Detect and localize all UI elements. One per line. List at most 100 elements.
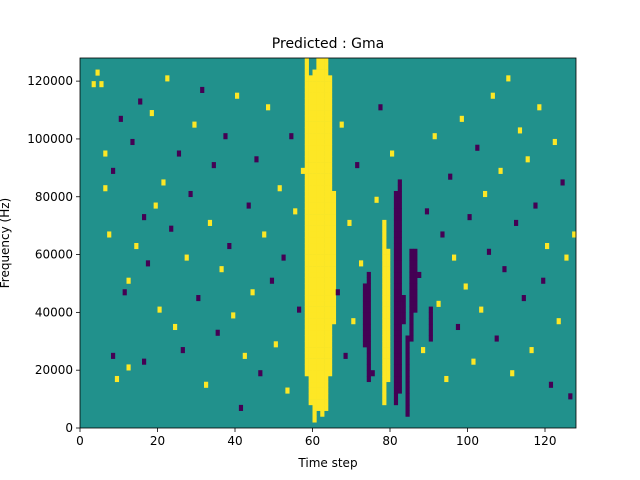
heatmap-cell-high: [386, 375, 391, 383]
y-tick-label: 60000: [35, 248, 73, 262]
heatmap-cell-high: [386, 352, 391, 359]
heatmap-cell-high: [331, 190, 337, 198]
heatmap-cell-low: [366, 300, 371, 307]
heatmap-cell-high: [382, 254, 387, 261]
heatmap-cell-high: [308, 190, 313, 198]
heatmap-cell-high: [421, 347, 426, 354]
heatmap-cell-high: [359, 260, 364, 267]
heatmap-cell-low: [409, 295, 414, 302]
heatmap-cell-high: [316, 248, 321, 255]
heatmap-cell-high: [308, 231, 313, 238]
heatmap-cell-high: [316, 318, 321, 325]
heatmap-cell-high: [386, 335, 391, 342]
heatmap-cell-high: [316, 115, 321, 122]
heatmap-cell-high: [277, 185, 282, 192]
heatmap-cell-low: [393, 341, 399, 348]
heatmap-cell-high: [328, 138, 333, 146]
heatmap-cell-high: [320, 312, 325, 319]
heatmap-cell-high: [312, 393, 317, 400]
heatmap-cell-high: [304, 335, 309, 342]
x-tick-label: 120: [534, 434, 557, 448]
heatmap-cell-low: [401, 306, 406, 313]
heatmap-cell-high: [308, 81, 313, 88]
heatmap-cell-high: [324, 300, 329, 307]
heatmap-cell-low: [397, 260, 402, 267]
heatmap-cell-low: [405, 364, 410, 371]
heatmap-cell-high: [312, 416, 317, 423]
heatmap-cell-high: [459, 115, 464, 122]
heatmap-cell-low: [362, 329, 368, 336]
heatmap-cell-high: [312, 173, 317, 180]
heatmap-cell-high: [320, 358, 325, 365]
heatmap-cell-high: [304, 63, 309, 70]
heatmap-cell-high: [328, 127, 333, 134]
heatmap-cell-low: [413, 260, 418, 267]
heatmap-cell-high: [331, 237, 337, 244]
heatmap-cell-low: [521, 295, 526, 302]
heatmap-cell-high: [386, 323, 391, 331]
heatmap-cell-low: [142, 214, 147, 221]
heatmap-cell-low: [188, 190, 193, 198]
heatmap-cell-high: [382, 381, 387, 388]
heatmap-cell-low: [393, 231, 399, 238]
plot-frame: [79, 57, 577, 429]
heatmap-cell-high: [304, 156, 309, 163]
heatmap-cell-high: [316, 75, 321, 82]
heatmap-cell-high: [304, 277, 309, 284]
heatmap-cell-high: [328, 254, 333, 261]
heatmap-cell-low: [548, 381, 554, 388]
heatmap-cell-high: [304, 138, 309, 146]
heatmap-cell-high: [510, 370, 515, 377]
heatmap-cell-low: [475, 144, 480, 151]
heatmap-cell-high: [308, 260, 313, 267]
heatmap-cell-low: [405, 347, 410, 354]
heatmap-cell-high: [386, 283, 391, 290]
heatmap-cell-high: [452, 254, 457, 261]
heatmap-cell-high: [490, 92, 495, 99]
heatmap-cell-high: [235, 92, 240, 99]
heatmap-cell-high: [331, 300, 337, 307]
heatmap-cell-high: [386, 312, 391, 319]
heatmap-cell-high: [308, 150, 313, 157]
heatmap-cell-low: [393, 208, 399, 215]
heatmap-cell-high: [382, 375, 387, 383]
heatmap-cell-high: [320, 92, 325, 99]
heatmap-cell-high: [382, 312, 387, 319]
heatmap-cell-high: [312, 381, 317, 388]
heatmap-cell-high: [324, 92, 329, 99]
heatmap-cell-high: [382, 399, 387, 406]
heatmap-cell-high: [316, 300, 321, 307]
heatmap-cell-high: [382, 283, 387, 290]
heatmap-cell-high: [382, 225, 387, 232]
heatmap-cell-high: [331, 306, 337, 313]
heatmap-cell-high: [328, 162, 333, 169]
heatmap-cell-high: [382, 219, 387, 226]
heatmap-cell-high: [316, 254, 321, 261]
heatmap-cell-high: [304, 179, 309, 186]
heatmap-cell-high: [324, 295, 329, 302]
heatmap-cell-high: [324, 208, 329, 215]
heatmap-cell-high: [219, 266, 224, 273]
heatmap-cell-high: [308, 138, 313, 146]
heatmap-cell-high: [572, 231, 577, 238]
heatmap-cell-high: [320, 306, 325, 313]
heatmap-cell-high: [316, 167, 321, 174]
heatmap-cell-high: [320, 179, 325, 186]
heatmap-cell-low: [366, 329, 371, 336]
heatmap-cell-low: [405, 410, 410, 417]
heatmap-cell-high: [328, 300, 333, 307]
heatmap-cell-high: [126, 364, 131, 371]
heatmap-cell-high: [312, 243, 317, 250]
heatmap-cell-low: [467, 214, 472, 221]
heatmap-cell-low: [428, 329, 433, 336]
heatmap-cell-high: [331, 271, 337, 278]
heatmap-cell-high: [320, 138, 325, 146]
heatmap-cell-low: [393, 202, 399, 209]
heatmap-cell-high: [382, 271, 387, 278]
heatmap-cell-high: [304, 364, 309, 371]
heatmap-cell-high: [308, 167, 313, 174]
heatmap-cell-low: [366, 289, 371, 296]
heatmap-cell-high: [320, 156, 325, 163]
heatmap-cell-high: [324, 248, 329, 255]
heatmap-cell-low: [409, 323, 414, 331]
